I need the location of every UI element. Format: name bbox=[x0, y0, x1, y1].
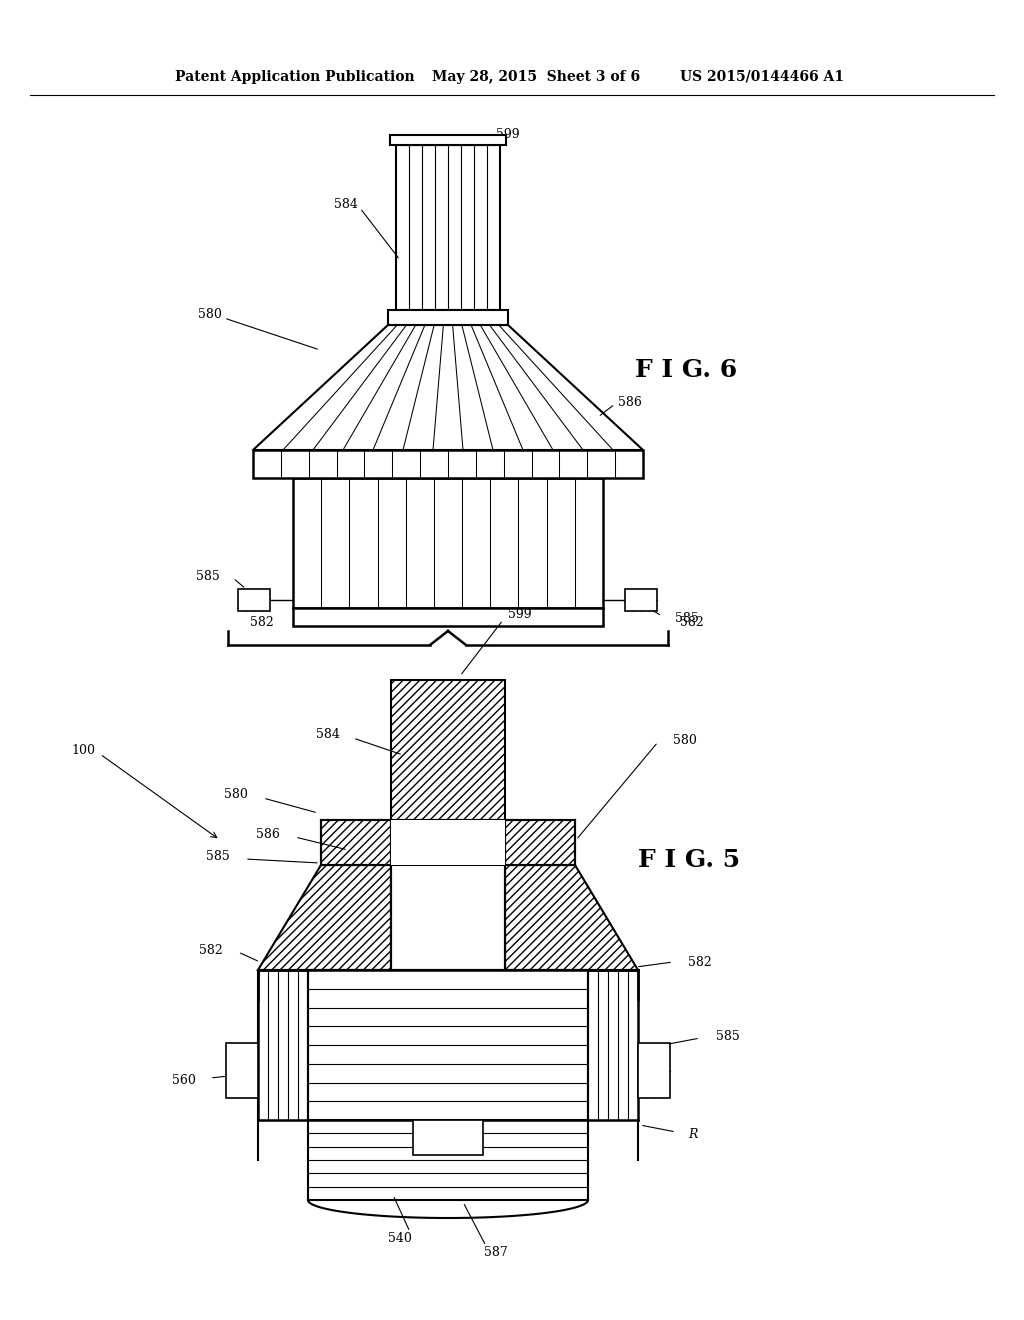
Bar bbox=[258, 970, 638, 1119]
Text: 585: 585 bbox=[716, 1030, 739, 1043]
Text: Patent Application Publication: Patent Application Publication bbox=[175, 70, 415, 84]
Text: 584: 584 bbox=[334, 198, 358, 211]
Text: 540: 540 bbox=[388, 1232, 412, 1245]
Text: US 2015/0144466 A1: US 2015/0144466 A1 bbox=[680, 70, 844, 84]
Text: 582: 582 bbox=[688, 956, 712, 969]
Text: 100: 100 bbox=[71, 743, 95, 756]
Text: 585: 585 bbox=[197, 569, 220, 582]
Bar bbox=[391, 680, 505, 820]
Bar bbox=[396, 145, 500, 310]
Bar bbox=[293, 609, 603, 626]
Text: 599: 599 bbox=[508, 609, 531, 622]
Text: 580: 580 bbox=[673, 734, 697, 747]
Text: 582: 582 bbox=[200, 944, 223, 957]
Bar bbox=[638, 1043, 670, 1098]
Text: 586: 586 bbox=[618, 396, 642, 408]
Text: F I G. 6: F I G. 6 bbox=[635, 358, 737, 381]
Text: 580: 580 bbox=[224, 788, 248, 801]
Text: 587: 587 bbox=[484, 1246, 508, 1258]
Text: F I G. 5: F I G. 5 bbox=[638, 847, 740, 873]
Bar bbox=[388, 310, 508, 325]
Text: R: R bbox=[688, 1127, 697, 1140]
Bar bbox=[391, 865, 505, 970]
Polygon shape bbox=[253, 325, 643, 450]
Text: 585: 585 bbox=[206, 850, 230, 863]
Text: 599: 599 bbox=[496, 128, 519, 141]
Bar bbox=[625, 589, 657, 611]
Bar bbox=[588, 970, 638, 1119]
Text: 586: 586 bbox=[256, 829, 280, 842]
Text: 560: 560 bbox=[172, 1073, 196, 1086]
Bar bbox=[505, 820, 575, 865]
Bar bbox=[258, 970, 308, 1119]
Polygon shape bbox=[505, 865, 638, 970]
Polygon shape bbox=[258, 865, 391, 970]
Bar bbox=[413, 1119, 483, 1155]
Bar bbox=[390, 135, 506, 145]
Text: 582: 582 bbox=[680, 616, 703, 630]
Text: 585: 585 bbox=[675, 612, 698, 626]
Bar bbox=[238, 589, 270, 611]
Bar bbox=[308, 1119, 588, 1200]
Bar bbox=[391, 820, 505, 865]
Text: May 28, 2015  Sheet 3 of 6: May 28, 2015 Sheet 3 of 6 bbox=[432, 70, 640, 84]
Text: 584: 584 bbox=[316, 729, 340, 742]
Bar bbox=[293, 478, 603, 609]
Bar bbox=[253, 450, 643, 478]
Text: 582: 582 bbox=[250, 616, 273, 630]
Bar bbox=[308, 970, 588, 1119]
Bar bbox=[226, 1043, 258, 1098]
Text: 580: 580 bbox=[198, 309, 222, 322]
Bar bbox=[321, 820, 391, 865]
